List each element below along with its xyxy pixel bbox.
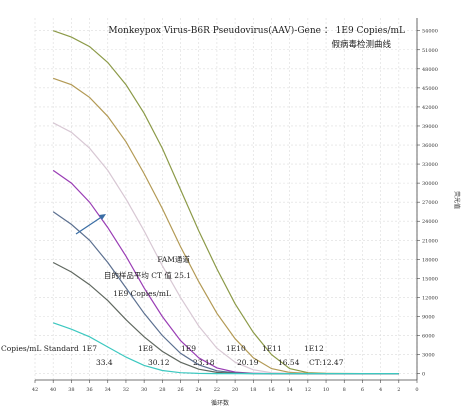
- curve-1e12: [53, 30, 399, 375]
- x-tick-label: 40: [50, 387, 56, 393]
- x-axis-title: 循环数: [211, 399, 229, 407]
- x-tick-label: 42: [32, 387, 38, 393]
- x-tick-label: 8: [343, 387, 346, 393]
- target-ct-label: 目的样品平均 CT 值 25.1: [104, 270, 191, 280]
- chart-subtitle: 假病毒检测曲线: [331, 39, 391, 50]
- standard-label-1e11: 1E11: [262, 344, 282, 353]
- chart-title: Monkeypox Virus-B6R Pseudovirus(AAV)-Gen…: [108, 25, 405, 36]
- x-tick-label: 6: [361, 387, 364, 393]
- x-tick-label: 12: [305, 387, 311, 393]
- curve-1e11: [53, 77, 399, 375]
- x-tick-label: 32: [123, 387, 129, 393]
- concentration-label: 1E9 Copies/mL: [113, 289, 171, 298]
- y-tick-label: 15000: [422, 276, 438, 282]
- y-tick-label: 12000: [422, 295, 438, 301]
- y-axis-title: 荧光值: [453, 191, 461, 209]
- standard-suffix-label: Copies/mL Standard: [1, 344, 79, 353]
- ct-value-1e10: 20.19: [237, 358, 259, 367]
- curve-layer: [52, 30, 399, 375]
- y-tick-label: 42000: [422, 105, 438, 111]
- ct-prefix-label: CT:12.47: [309, 358, 344, 367]
- y-tick-label: 39000: [422, 124, 438, 130]
- x-tick-label: 10: [323, 387, 329, 393]
- x-tick-label: 16: [268, 387, 274, 393]
- x-tick-label: 4: [379, 387, 382, 393]
- x-tick-label: 30: [141, 387, 147, 393]
- y-tick-label: 36000: [422, 143, 438, 149]
- ct-value-1e9: 23.18: [193, 358, 215, 367]
- fam-channel-label: FAM通道: [157, 254, 190, 264]
- x-tick-label: 14: [286, 387, 292, 393]
- standard-label-1e8: 1E8: [138, 344, 153, 353]
- curve-1e10: [52, 122, 399, 375]
- axis-layer: 42 40 38 36 34 32 30 28 26 24 22 20 18 16 14 12 10 8 6 4 2 00…: [32, 18, 438, 393]
- x-tick-label: 36: [86, 387, 92, 393]
- y-tick-label: 6000: [422, 334, 435, 340]
- y-tick-label: 24000: [422, 219, 438, 225]
- standard-label-1e12: 1E12: [304, 344, 324, 353]
- y-tick-label: 3000: [422, 353, 435, 359]
- x-tick-label: 24: [196, 387, 202, 393]
- y-tick-label: 21000: [422, 238, 438, 244]
- y-tick-label: 54000: [422, 29, 438, 35]
- y-tick-label: 33000: [422, 162, 438, 168]
- standard-label-1e9: 1E9: [181, 344, 196, 353]
- x-tick-label: 2: [397, 387, 400, 393]
- x-tick-label: 0: [415, 387, 418, 393]
- y-tick-label: 27000: [422, 200, 438, 206]
- ct-value-1e8: 30.12: [148, 358, 170, 367]
- x-tick-label: 18: [250, 387, 256, 393]
- standard-label-1e7: 1E7: [82, 344, 97, 353]
- x-tick-label: 26: [177, 387, 183, 393]
- standard-label-1e10: 1E10: [226, 344, 246, 353]
- x-tick-label: 22: [214, 387, 220, 393]
- x-tick-label: 20: [232, 387, 238, 393]
- y-tick-label: 18000: [422, 257, 438, 263]
- x-tick-label: 34: [105, 387, 111, 393]
- y-tick-label: 45000: [422, 86, 438, 92]
- x-tick-label: 28: [159, 387, 165, 393]
- annotation-arrow: [75, 215, 104, 235]
- y-tick-label: 51000: [422, 48, 438, 54]
- x-tick-label: 38: [68, 387, 74, 393]
- y-tick-label: 48000: [422, 67, 438, 73]
- curve-1e6: [53, 322, 399, 375]
- y-tick-label: 30000: [422, 181, 438, 187]
- ct-value-1e7: 33.4: [96, 358, 113, 367]
- y-tick-label: 9000: [422, 314, 435, 320]
- y-tick-label: 0: [422, 372, 425, 378]
- ct-value-1e11: 16.54: [278, 358, 300, 367]
- annotation-arrow-head: [99, 214, 106, 220]
